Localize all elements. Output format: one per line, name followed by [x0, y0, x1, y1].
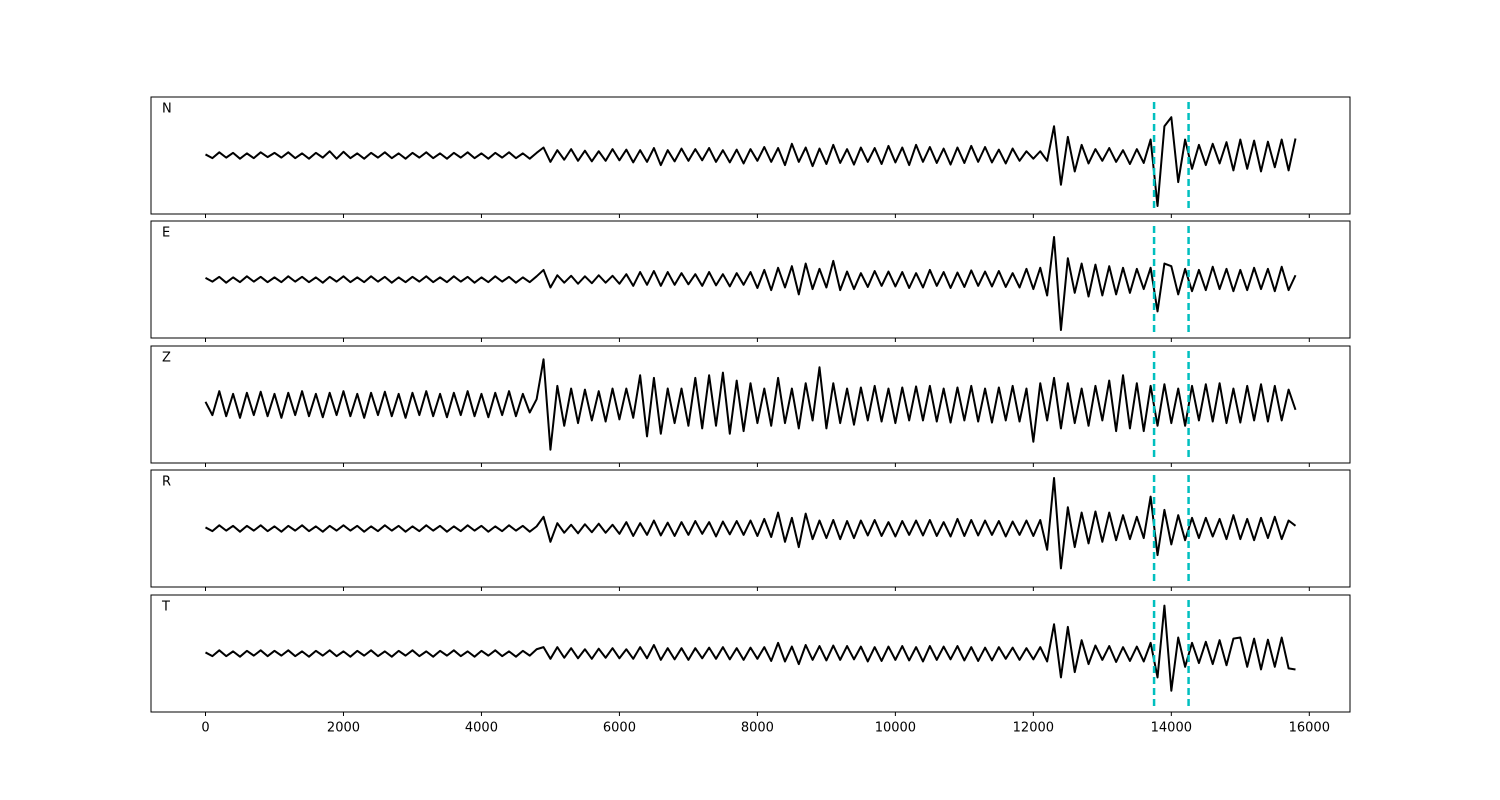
x-tick-label: 6000 [603, 721, 636, 736]
panel-label: Z [162, 351, 171, 366]
trace [205, 476, 1297, 570]
panel-frame [150, 220, 1351, 339]
x-tick-label: 2000 [327, 721, 360, 736]
x-tick-label: 10000 [875, 721, 916, 736]
panel-label: R [162, 475, 171, 490]
x-tick-label: 4000 [465, 721, 498, 736]
x-tick-label: 0 [201, 721, 209, 736]
x-tick-label: 12000 [1013, 721, 1054, 736]
trace [205, 604, 1296, 692]
panel-frame [150, 96, 1351, 215]
trace [204, 358, 1297, 451]
x-tick-label: 14000 [1151, 721, 1192, 736]
x-tick-label: 8000 [741, 721, 774, 736]
panel-label: E [162, 226, 170, 241]
panel-label: N [162, 102, 172, 117]
x-tick-label: 16000 [1289, 721, 1330, 736]
panel-frame [150, 345, 1351, 464]
trace [205, 235, 1297, 332]
trace [205, 116, 1297, 208]
panel-frame [150, 594, 1351, 713]
panel-label: T [161, 600, 170, 615]
panel-frame [150, 469, 1351, 588]
